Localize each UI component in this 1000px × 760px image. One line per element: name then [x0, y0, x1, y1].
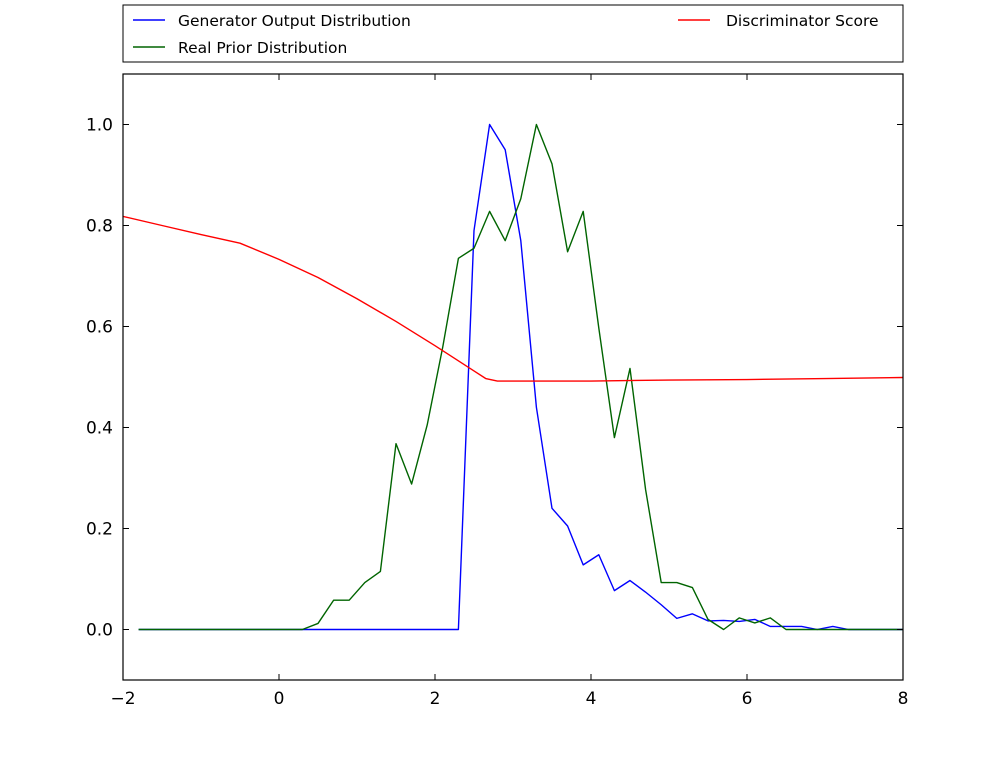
legend-label-real-prior-distribution: Real Prior Distribution [178, 39, 347, 57]
x-tick-label: −2 [110, 689, 135, 709]
series-line-generator-output-distribution [138, 123, 903, 631]
x-tick-label: 0 [274, 689, 285, 709]
series-line-discriminator-score [123, 215, 903, 382]
y-tick-label: 1.0 [86, 116, 113, 136]
plot-frame [122, 73, 904, 681]
y-tick-label: 0.6 [86, 318, 113, 338]
x-tick-label: 8 [898, 689, 909, 709]
x-tick-label: 2 [430, 689, 441, 709]
legend-label-generator-output-distribution: Generator Output Distribution [178, 12, 411, 30]
y-tick-label: 0.0 [86, 621, 113, 641]
series-layer [123, 123, 903, 631]
legend-box [122, 4, 904, 63]
y-tick-label: 0.2 [86, 520, 113, 540]
legend-label-discriminator-score: Discriminator Score [726, 12, 879, 30]
x-tick-label: 6 [742, 689, 753, 709]
axes: −2 0 2 4 6 8 0.0 0.2 0.4 0.6 0.8 1.0 [86, 73, 909, 709]
y-tick-label: 0.4 [86, 419, 113, 439]
legend: Generator Output Distribution Real Prior … [122, 4, 904, 63]
y-tick-label: 0.8 [86, 217, 113, 237]
x-tick-label: 4 [586, 689, 597, 709]
series-line-real-prior-distribution [138, 123, 903, 631]
